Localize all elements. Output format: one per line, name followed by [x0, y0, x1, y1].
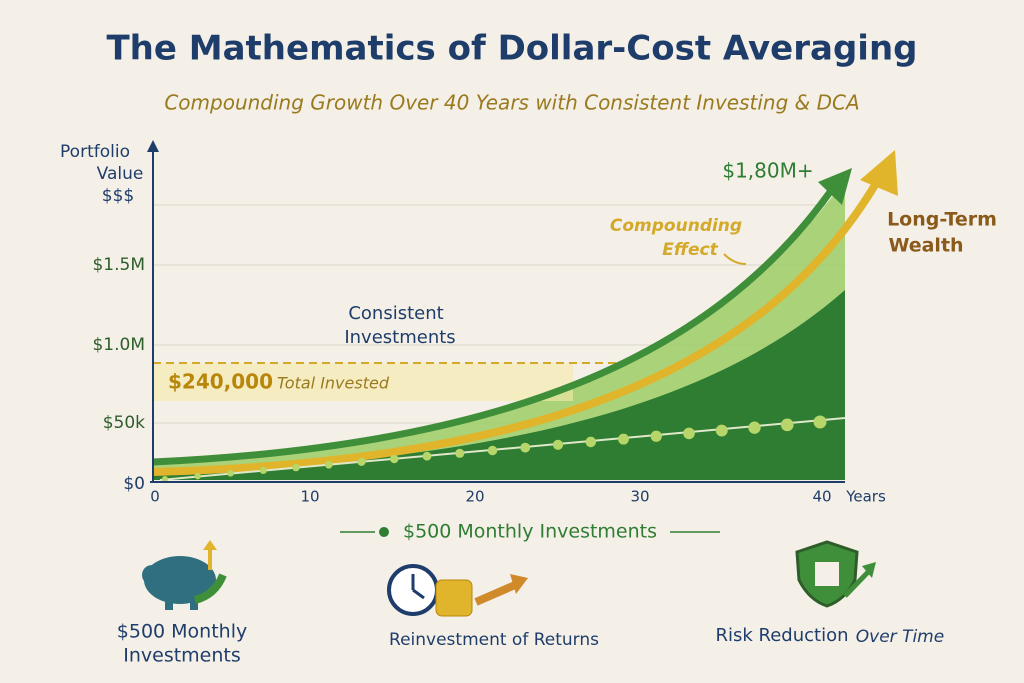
- consistent-label: Consistent: [348, 303, 443, 324]
- compound-arrow: [860, 150, 898, 196]
- contribution-dot: [357, 457, 366, 466]
- y-tick-label: $1.0M: [92, 335, 145, 355]
- base-area: [153, 290, 845, 480]
- feature-label: Reinvestment of Returns: [389, 630, 599, 650]
- growth-arrow: [818, 168, 852, 205]
- feature-label: Investments: [123, 645, 241, 667]
- y-axis-label: Portfolio: [60, 142, 130, 162]
- compound-curve: [152, 177, 882, 476]
- contribution-dot: [585, 436, 597, 448]
- contribution-dot: [520, 442, 531, 453]
- contribution-dot: [194, 472, 201, 480]
- growth-curve: [152, 182, 838, 466]
- compounding-label: Effect: [662, 240, 718, 260]
- contribution-dot: [422, 451, 432, 461]
- divider-dot: [379, 527, 389, 537]
- contribution-dot: [618, 433, 629, 445]
- y-arrow: [147, 140, 159, 152]
- contribution-dots: [162, 415, 827, 482]
- contribution-dot: [227, 469, 234, 477]
- feature-label: $500 Monthly: [117, 621, 247, 643]
- consistent-label: Investments: [344, 327, 455, 348]
- peak-label: $1,80M+: [722, 159, 813, 183]
- x-tick-label: 10: [300, 488, 319, 506]
- contribution-dot: [259, 466, 267, 474]
- invested-amount: $240,000: [168, 370, 273, 394]
- subtitle: Compounding Growth Over 40 Years with Co…: [164, 91, 859, 115]
- contribution-dot: [715, 424, 728, 437]
- contribution-dot: [552, 439, 564, 450]
- wealth-label: Long-Term: [887, 209, 997, 231]
- contribution-dot: [487, 445, 498, 456]
- invested-text: Total Invested: [277, 374, 390, 393]
- contribution-line: [159, 417, 846, 481]
- x-labels: 0 10 20 30 40 Years: [150, 488, 886, 506]
- contribution-dot: [813, 415, 827, 429]
- y-tick-label: $50k: [103, 413, 145, 433]
- contribution-dot: [780, 418, 794, 432]
- y-labels: Portfolio Value $$$ $1.5M $1.0M $50k $0: [60, 142, 145, 494]
- reinvest-icon: [387, 564, 528, 617]
- y-axis-label: $$$: [102, 186, 134, 206]
- y-tick-label: $0: [123, 474, 145, 494]
- feature-label: Risk Reduction: [715, 625, 848, 646]
- y-tick-label: $1.5M: [92, 255, 145, 275]
- footer-label: $500 Monthly Investments: [403, 521, 657, 543]
- contribution-dot: [390, 454, 399, 464]
- contribution-dot: [650, 430, 662, 442]
- contribution-dot: [292, 463, 300, 472]
- x-tick-label: 30: [630, 488, 649, 506]
- contribution-dot: [162, 476, 168, 482]
- contribution-dot: [683, 427, 695, 440]
- contribution-dot: [324, 460, 333, 469]
- contribution-dot: [455, 448, 465, 458]
- x-tick-label: 20: [465, 488, 484, 506]
- feature-label: Over Time: [856, 627, 944, 647]
- y-axis-label: Value: [97, 164, 144, 184]
- compounding-pointer: [723, 253, 747, 265]
- compounding-label: Compounding: [610, 216, 742, 236]
- x-tick-label: 0: [150, 488, 160, 506]
- wealth-label: Wealth: [888, 235, 963, 257]
- title: The Mathematics of Dollar-Cost Averaging: [106, 29, 917, 69]
- contribution-dot: [748, 421, 761, 434]
- piggy-icon: [142, 540, 227, 610]
- shield-icon: [795, 540, 876, 608]
- x-tick-label: 40: [812, 488, 831, 506]
- x-axis-label: Years: [845, 488, 886, 506]
- invested-band: [153, 363, 573, 401]
